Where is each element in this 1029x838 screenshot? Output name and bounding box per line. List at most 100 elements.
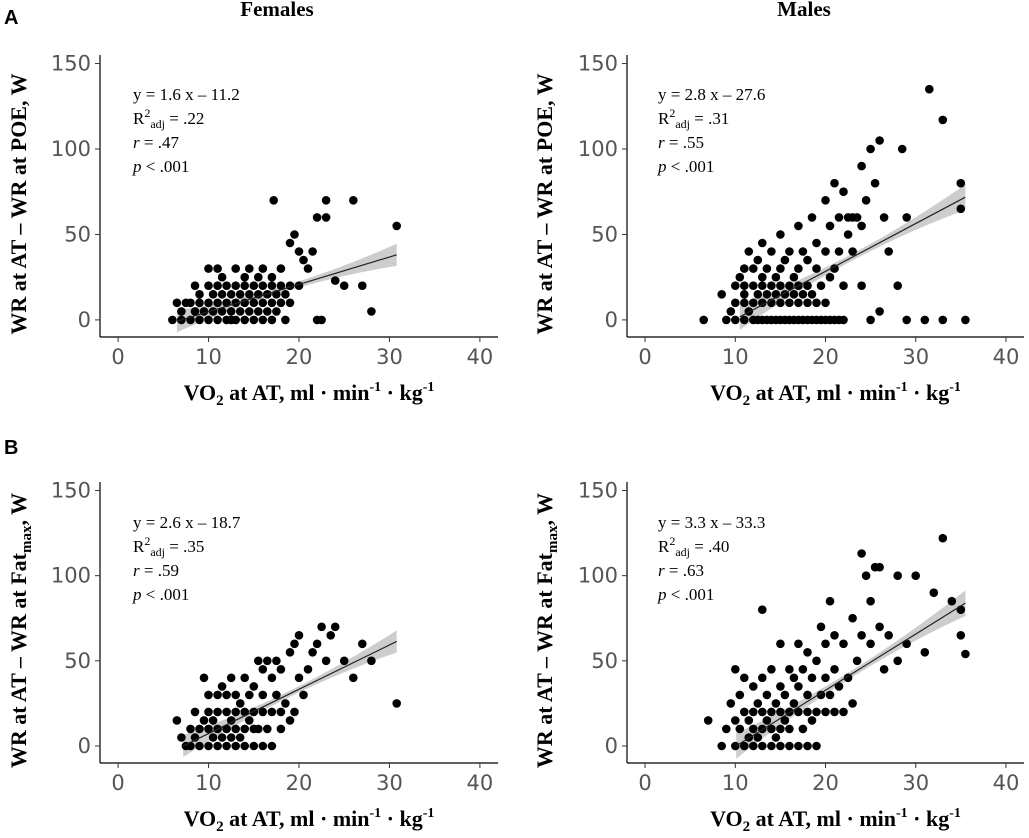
data-point xyxy=(848,247,857,256)
data-point xyxy=(349,673,358,683)
data-point xyxy=(276,281,286,291)
x-tick-label: 30 xyxy=(376,345,403,369)
data-point xyxy=(258,298,268,308)
data-point xyxy=(168,315,177,325)
data-point xyxy=(758,605,767,614)
chart-a-males: 0 50 100 150 0 10 20 30 40 y = 2.8 x – 27.6 R2adj … xyxy=(532,52,1024,409)
data-point xyxy=(785,741,794,751)
data-point xyxy=(199,716,209,725)
data-point xyxy=(330,276,340,285)
data-point xyxy=(226,733,236,742)
data-point xyxy=(961,315,970,325)
data-point xyxy=(839,187,848,196)
stat-r: r = .59 xyxy=(133,561,179,580)
data-point xyxy=(794,639,803,649)
data-point xyxy=(762,290,772,299)
data-point xyxy=(303,264,313,273)
data-point xyxy=(249,741,259,751)
stat-r2: R2adj = .40 xyxy=(658,534,729,559)
data-point xyxy=(789,290,799,299)
data-point xyxy=(226,716,236,725)
x-tick-label: 10 xyxy=(722,345,749,369)
data-point xyxy=(258,690,268,700)
data-point xyxy=(776,264,785,273)
data-point xyxy=(358,639,367,649)
data-point xyxy=(740,673,749,683)
data-point xyxy=(317,622,326,632)
data-point xyxy=(884,247,893,256)
data-point xyxy=(276,264,286,273)
data-point xyxy=(204,281,213,291)
data-point xyxy=(879,665,889,674)
x-tick-label: 10 xyxy=(722,771,749,795)
data-point xyxy=(866,639,875,649)
data-point xyxy=(317,315,326,325)
x-axis-label: VO2 at AT, ml · min-1 · kg-1 xyxy=(184,806,435,835)
data-point xyxy=(269,196,279,205)
data-point xyxy=(843,673,853,683)
data-point xyxy=(794,298,803,308)
data-point xyxy=(312,639,322,649)
data-point xyxy=(740,264,749,273)
data-point xyxy=(285,648,295,657)
stat-p: p < .001 xyxy=(657,585,714,604)
data-point xyxy=(816,690,826,700)
stat-equation: y = 3.3 x – 33.3 xyxy=(658,513,765,532)
data-point xyxy=(825,690,835,700)
data-point xyxy=(308,648,317,657)
data-point xyxy=(735,272,745,282)
data-point xyxy=(794,221,803,231)
data-point xyxy=(263,656,272,666)
data-point xyxy=(812,656,821,666)
data-point xyxy=(794,707,803,717)
data-point xyxy=(726,699,736,708)
data-point xyxy=(749,682,758,691)
data-point xyxy=(240,707,249,717)
regression-line xyxy=(182,640,397,747)
data-point xyxy=(875,622,884,632)
data-point xyxy=(217,307,227,316)
data-point xyxy=(731,298,740,308)
data-point xyxy=(245,307,254,316)
chart-a-females: 0 50 100 150 0 10 20 30 40 y = 1.6 x – 11.2 R2adj … xyxy=(6,52,498,409)
data-point xyxy=(893,281,902,291)
data-point xyxy=(735,724,745,734)
data-point xyxy=(884,631,893,640)
x-tick-label: 30 xyxy=(902,771,929,795)
data-point xyxy=(240,272,249,282)
data-point xyxy=(285,298,295,308)
data-point xyxy=(740,281,749,291)
x-tick-label: 20 xyxy=(812,771,839,795)
data-point xyxy=(186,298,195,308)
data-point xyxy=(204,707,213,717)
data-point xyxy=(776,741,785,751)
data-point xyxy=(771,733,781,742)
data-point xyxy=(875,307,884,316)
data-point xyxy=(857,221,866,231)
data-point xyxy=(758,272,767,282)
y-tick-label: 150 xyxy=(51,479,91,503)
data-point xyxy=(830,178,839,188)
x-axis-label: VO2 at AT, ml · min-1 · kg-1 xyxy=(710,380,961,409)
data-point xyxy=(235,699,245,708)
data-point xyxy=(803,741,812,751)
x-tick-label: 40 xyxy=(467,345,494,369)
data-point xyxy=(249,281,259,291)
data-point xyxy=(213,315,222,325)
data-point xyxy=(744,716,754,725)
data-point xyxy=(339,281,349,291)
data-point xyxy=(776,724,785,734)
data-point xyxy=(857,281,866,291)
data-point xyxy=(349,196,358,205)
y-tick-label: 100 xyxy=(51,137,91,161)
data-point xyxy=(902,213,911,222)
data-point xyxy=(213,281,222,291)
data-point xyxy=(830,264,839,273)
data-point xyxy=(731,281,740,291)
data-point xyxy=(253,724,263,734)
data-point xyxy=(731,716,740,725)
y-tick-label: 0 xyxy=(605,308,618,332)
stat-p: p < .001 xyxy=(132,157,189,176)
data-point xyxy=(231,298,240,308)
data-point xyxy=(776,230,785,239)
